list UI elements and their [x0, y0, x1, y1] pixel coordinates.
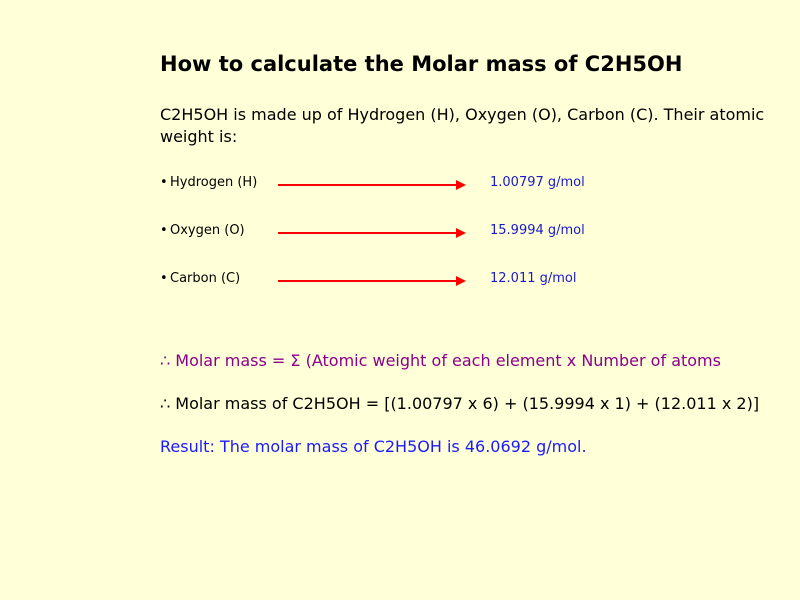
page-title: How to calculate the Molar mass of C2H5O…: [160, 52, 800, 76]
bullet-icon: •: [160, 175, 168, 190]
result-line: Result: The molar mass of C2H5OH is 46.0…: [160, 437, 800, 456]
content-container: How to calculate the Molar mass of C2H5O…: [160, 52, 800, 456]
formula-line: ∴ Molar mass = Σ (Atomic weight of each …: [160, 351, 800, 370]
element-weight: 12.011 g/mol: [490, 271, 576, 286]
calculation-line: ∴ Molar mass of C2H5OH = [(1.00797 x 6) …: [160, 394, 800, 413]
intro-text: C2H5OH is made up of Hydrogen (H), Oxyge…: [160, 104, 800, 147]
element-name: Carbon (C): [170, 271, 240, 286]
element-name: Oxygen (O): [170, 223, 245, 238]
element-row: •Carbon (C) 12.011 g/mol: [160, 271, 800, 319]
element-weight: 15.9994 g/mol: [490, 223, 585, 238]
bullet-icon: •: [160, 271, 168, 286]
element-row: •Oxygen (O) 15.9994 g/mol: [160, 223, 800, 271]
element-row: •Hydrogen (H) 1.00797 g/mol: [160, 175, 800, 223]
arrow-icon: [278, 180, 466, 190]
arrow-icon: [278, 228, 466, 238]
arrow-icon: [278, 276, 466, 286]
elements-list: •Hydrogen (H)1.00797 g/mol•Oxygen (O)15.…: [160, 175, 800, 319]
element-name: Hydrogen (H): [170, 175, 257, 190]
bullet-icon: •: [160, 223, 168, 238]
element-weight: 1.00797 g/mol: [490, 175, 585, 190]
